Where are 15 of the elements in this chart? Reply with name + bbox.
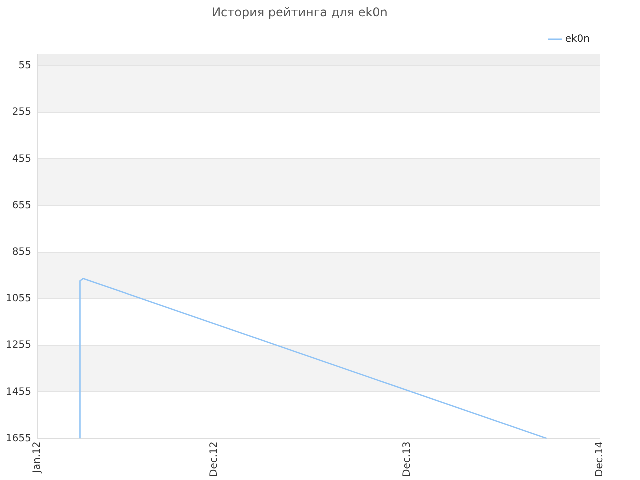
- y-tick-label: 455: [12, 154, 32, 165]
- y-tick-label: 655: [12, 200, 32, 212]
- y-tick-label: 1055: [6, 294, 32, 305]
- y-tick-label: 1655: [6, 433, 32, 444]
- y-tick-label: 1455: [6, 386, 32, 398]
- x-tick-label: Dec.12: [208, 442, 220, 478]
- legend-label: ek0n: [565, 34, 590, 45]
- chart-title: История рейтинга для ek0n: [212, 5, 388, 20]
- y-tick-label: 55: [18, 60, 32, 72]
- x-tick-label: Dec.14: [594, 442, 606, 478]
- x-tick-label: Dec.13: [402, 442, 413, 478]
- x-tick-label: Jan.12: [32, 442, 44, 474]
- y-tick-label: 1255: [6, 340, 32, 352]
- y-tick-label: 255: [12, 107, 32, 118]
- y-tick-label: 855: [12, 246, 32, 258]
